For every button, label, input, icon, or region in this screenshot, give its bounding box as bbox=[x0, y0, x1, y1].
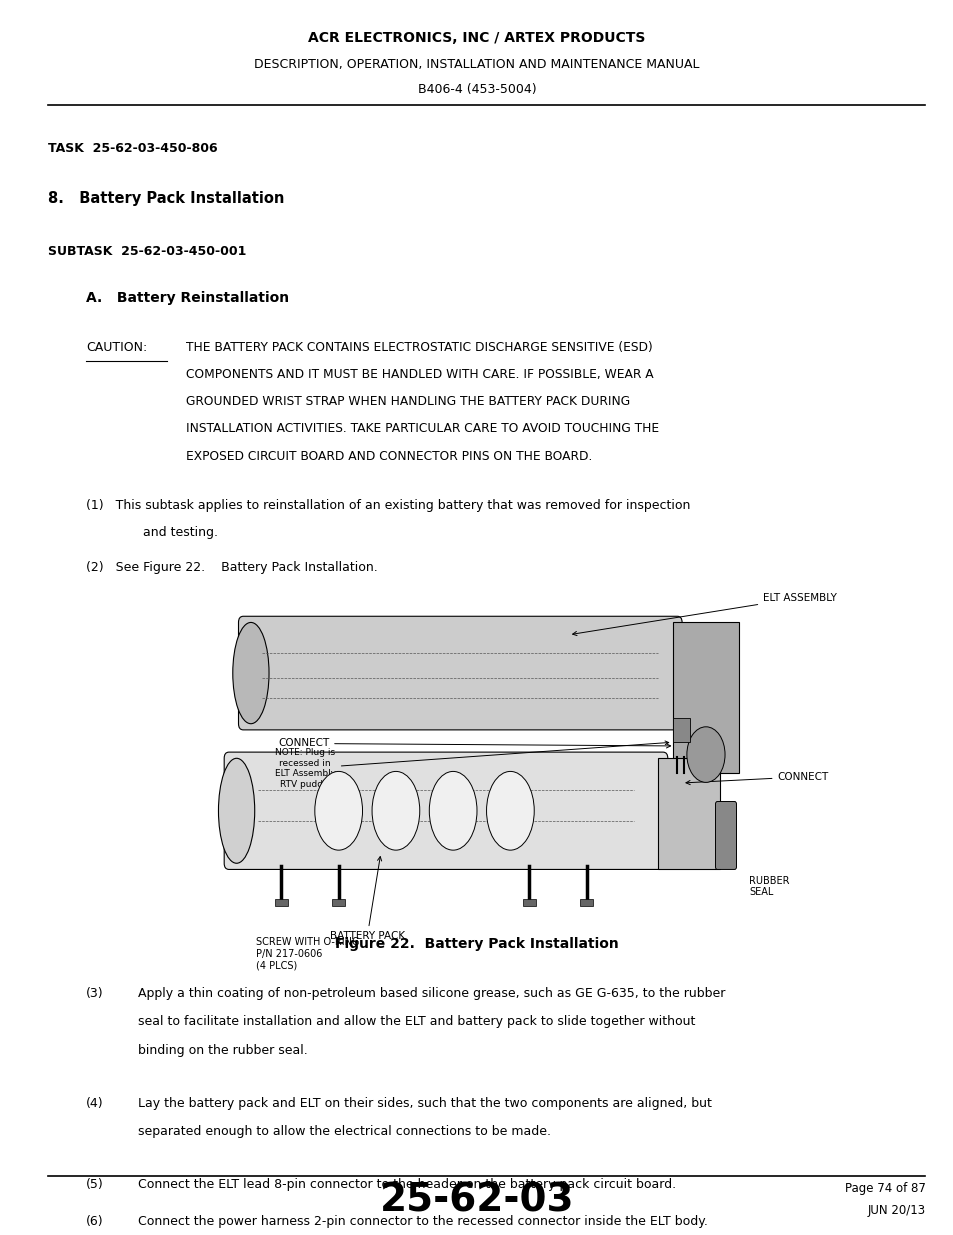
Text: (1)   This subtask applies to reinstallation of an existing battery that was rem: (1) This subtask applies to reinstallati… bbox=[86, 499, 690, 513]
Text: COMPONENTS AND IT MUST BE HANDLED WITH CARE. IF POSSIBLE, WEAR A: COMPONENTS AND IT MUST BE HANDLED WITH C… bbox=[186, 368, 653, 382]
Text: BATTERY PACK: BATTERY PACK bbox=[330, 857, 404, 941]
Text: (5): (5) bbox=[86, 1178, 104, 1192]
Text: Page 74 of 87: Page 74 of 87 bbox=[843, 1182, 924, 1195]
Text: A.   Battery Reinstallation: A. Battery Reinstallation bbox=[86, 291, 289, 305]
Text: Lay the battery pack and ELT on their sides, such that the two components are al: Lay the battery pack and ELT on their si… bbox=[138, 1097, 712, 1110]
Text: (3): (3) bbox=[86, 987, 103, 1000]
Text: 25-62-03: 25-62-03 bbox=[379, 1182, 574, 1220]
Ellipse shape bbox=[686, 727, 724, 783]
Text: ELT ASSEMBLY: ELT ASSEMBLY bbox=[572, 593, 836, 636]
Text: Connect the ELT lead 8-pin connector to the header on the battery pack circuit b: Connect the ELT lead 8-pin connector to … bbox=[138, 1178, 676, 1192]
Text: DESCRIPTION, OPERATION, INSTALLATION AND MAINTENANCE MANUAL: DESCRIPTION, OPERATION, INSTALLATION AND… bbox=[254, 58, 699, 72]
Text: B406-4 (453-5004): B406-4 (453-5004) bbox=[417, 83, 536, 96]
Ellipse shape bbox=[486, 772, 534, 850]
Text: (6): (6) bbox=[86, 1215, 103, 1229]
Text: (2)   See Figure 22.    Battery Pack Installation.: (2) See Figure 22. Battery Pack Installa… bbox=[86, 561, 377, 574]
Text: INSTALLATION ACTIVITIES. TAKE PARTICULAR CARE TO AVOID TOUCHING THE: INSTALLATION ACTIVITIES. TAKE PARTICULAR… bbox=[186, 422, 659, 436]
Ellipse shape bbox=[429, 772, 476, 850]
Text: CONNECT: CONNECT bbox=[685, 772, 828, 784]
Text: separated enough to allow the electrical connections to be made.: separated enough to allow the electrical… bbox=[138, 1125, 551, 1139]
Text: JUN 20/13: JUN 20/13 bbox=[866, 1204, 924, 1218]
Text: SCREW WITH O-RING
P/N 217-0606
(4 PLCS): SCREW WITH O-RING P/N 217-0606 (4 PLCS) bbox=[255, 937, 358, 971]
Text: RUBBER
SEAL: RUBBER SEAL bbox=[748, 876, 788, 897]
Text: binding on the rubber seal.: binding on the rubber seal. bbox=[138, 1044, 308, 1057]
FancyBboxPatch shape bbox=[332, 899, 345, 906]
Text: 8.   Battery Pack Installation: 8. Battery Pack Installation bbox=[48, 191, 284, 206]
Text: TASK  25-62-03-450-806: TASK 25-62-03-450-806 bbox=[48, 142, 217, 156]
Ellipse shape bbox=[218, 758, 254, 863]
Ellipse shape bbox=[233, 622, 269, 724]
Text: (4): (4) bbox=[86, 1097, 103, 1110]
Text: EXPOSED CIRCUIT BOARD AND CONNECTOR PINS ON THE BOARD.: EXPOSED CIRCUIT BOARD AND CONNECTOR PINS… bbox=[186, 450, 592, 463]
Text: ACR ELECTRONICS, INC / ARTEX PRODUCTS: ACR ELECTRONICS, INC / ARTEX PRODUCTS bbox=[308, 31, 645, 44]
FancyBboxPatch shape bbox=[522, 899, 536, 906]
Text: CONNECT: CONNECT bbox=[277, 739, 670, 748]
FancyBboxPatch shape bbox=[224, 752, 667, 869]
Ellipse shape bbox=[314, 772, 362, 850]
FancyBboxPatch shape bbox=[238, 616, 681, 730]
Text: and testing.: and testing. bbox=[143, 526, 218, 540]
Text: THE BATTERY PACK CONTAINS ELECTROSTATIC DISCHARGE SENSITIVE (ESD): THE BATTERY PACK CONTAINS ELECTROSTATIC … bbox=[186, 341, 652, 354]
Text: seal to facilitate installation and allow the ELT and battery pack to slide toge: seal to facilitate installation and allo… bbox=[138, 1015, 695, 1029]
FancyBboxPatch shape bbox=[672, 718, 689, 742]
Text: Connect the power harness 2-pin connector to the recessed connector inside the E: Connect the power harness 2-pin connecto… bbox=[138, 1215, 707, 1229]
Text: Figure 22.  Battery Pack Installation: Figure 22. Battery Pack Installation bbox=[335, 937, 618, 951]
Text: NOTE: Plug is
recessed in
ELT Assembly
RTV puddle: NOTE: Plug is recessed in ELT Assembly R… bbox=[274, 741, 668, 789]
FancyBboxPatch shape bbox=[658, 758, 720, 869]
Ellipse shape bbox=[372, 772, 419, 850]
Text: CAUTION:: CAUTION: bbox=[86, 341, 147, 354]
Text: GROUNDED WRIST STRAP WHEN HANDLING THE BATTERY PACK DURING: GROUNDED WRIST STRAP WHEN HANDLING THE B… bbox=[186, 395, 630, 409]
FancyBboxPatch shape bbox=[579, 899, 593, 906]
FancyBboxPatch shape bbox=[672, 622, 739, 773]
FancyBboxPatch shape bbox=[274, 899, 288, 906]
FancyBboxPatch shape bbox=[715, 802, 736, 869]
Text: SUBTASK  25-62-03-450-001: SUBTASK 25-62-03-450-001 bbox=[48, 245, 246, 258]
Text: Apply a thin coating of non-petroleum based silicone grease, such as GE G-635, t: Apply a thin coating of non-petroleum ba… bbox=[138, 987, 725, 1000]
